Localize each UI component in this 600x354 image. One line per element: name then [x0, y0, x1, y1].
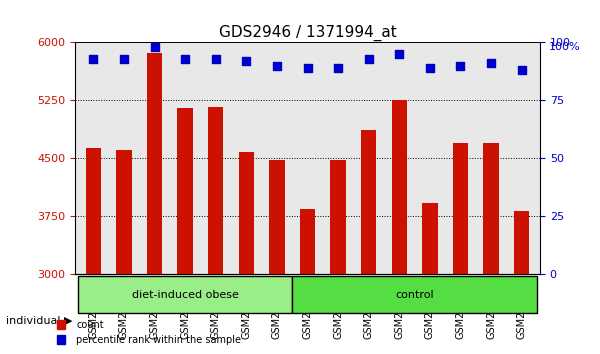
Text: 100%: 100% — [550, 42, 581, 52]
Bar — [453, 143, 468, 274]
Point — [333, 65, 343, 71]
Text: control: control — [395, 290, 434, 300]
Point — [394, 51, 404, 57]
Point — [364, 56, 373, 62]
Point — [486, 61, 496, 66]
FancyBboxPatch shape — [78, 276, 292, 313]
Bar — [484, 143, 499, 274]
Point — [425, 65, 434, 71]
Point — [303, 65, 313, 71]
Bar — [331, 160, 346, 274]
Point — [211, 56, 221, 62]
Point — [150, 44, 160, 50]
Bar — [178, 108, 193, 274]
Bar — [300, 209, 315, 274]
Point — [455, 63, 465, 69]
Point — [119, 56, 129, 62]
Bar — [269, 160, 284, 274]
Bar — [147, 52, 162, 274]
Bar — [208, 107, 223, 274]
Point — [242, 58, 251, 64]
Text: individual ▶: individual ▶ — [6, 315, 73, 325]
Point — [89, 56, 98, 62]
Text: diet-induced obese: diet-induced obese — [131, 290, 239, 300]
Title: GDS2946 / 1371994_at: GDS2946 / 1371994_at — [218, 25, 397, 41]
Bar — [239, 152, 254, 274]
Bar — [361, 130, 376, 274]
Bar — [422, 203, 437, 274]
Bar — [514, 211, 529, 274]
Point — [517, 68, 526, 73]
Legend: count, percentile rank within the sample: count, percentile rank within the sample — [53, 316, 245, 349]
Bar — [392, 101, 407, 274]
Bar — [116, 150, 131, 274]
Bar — [86, 148, 101, 274]
Point — [272, 63, 282, 69]
FancyBboxPatch shape — [292, 276, 537, 313]
Point — [181, 56, 190, 62]
